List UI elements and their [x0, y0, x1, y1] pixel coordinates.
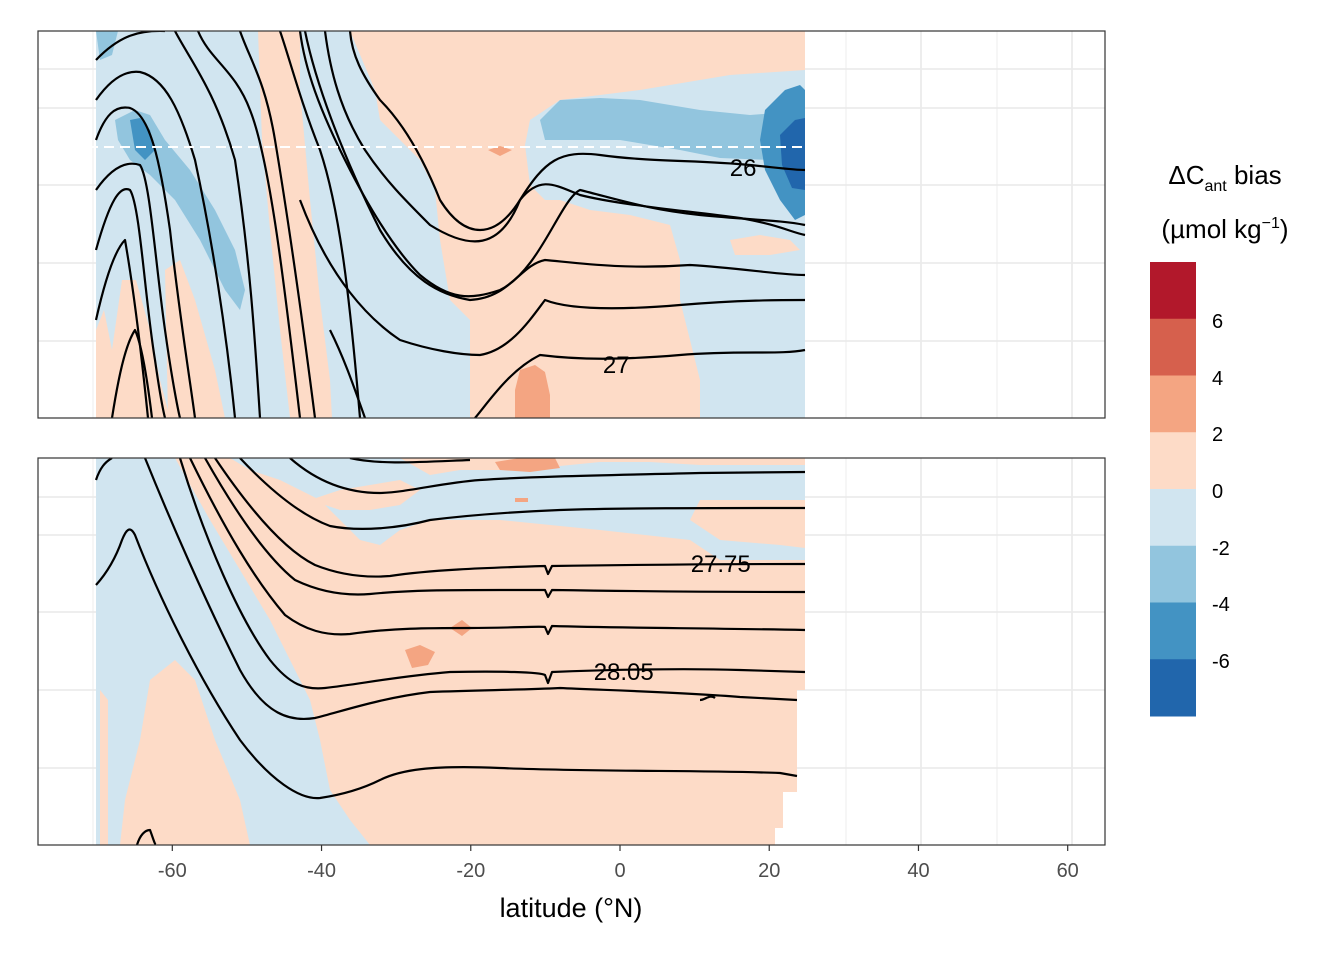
x-tick-label: -60 [158, 860, 187, 882]
legend-label: 2 [1212, 424, 1223, 446]
legend-labels: 6 4 2 0 -2 -4 -6 [1212, 311, 1230, 673]
legend-swatch [1150, 602, 1196, 660]
legend-swatch [1150, 262, 1196, 320]
legend-label: -4 [1212, 594, 1230, 616]
legend-label: 0 [1212, 481, 1223, 503]
legend-label: 4 [1212, 368, 1223, 390]
panel-border-upper [37, 30, 1106, 419]
filled-contours-lower [96, 458, 805, 845]
legend-swatch [1150, 375, 1196, 433]
contour-label-27-75: 27.75 [691, 551, 751, 578]
x-tick: 20 [758, 845, 780, 882]
x-tick: 0 [614, 845, 626, 882]
legend-label: 6 [1212, 311, 1223, 333]
legend-label: -2 [1212, 538, 1230, 560]
panel-upper: 26 27 [37, 30, 1106, 419]
x-axis: -60 -40 -20 0 20 40 60 [158, 845, 1079, 882]
panel-border-lower [37, 457, 1106, 846]
x-tick: -60 [158, 845, 187, 882]
contour-label-28-05: 28.05 [594, 659, 654, 686]
legend-swatch [1150, 545, 1196, 603]
x-tick-label: 20 [758, 860, 780, 882]
legend: ΔCant bias (µmol kg−1) 6 4 2 0 -2 -4 -6 [1150, 160, 1289, 717]
x-tick-label: 40 [907, 860, 929, 882]
contour-label-26: 26 [730, 155, 757, 182]
legend-colorbar [1150, 262, 1196, 717]
x-tick: 40 [907, 845, 930, 882]
x-tick-label: -20 [456, 860, 485, 882]
x-axis-title: latitude (°N) [500, 893, 643, 923]
contour-label-27: 27 [603, 352, 630, 379]
panel-lower: 27.75 28.05 [37, 457, 1106, 846]
legend-title: ΔCant bias [1168, 160, 1281, 195]
x-tick-label: -40 [307, 860, 336, 882]
legend-swatch [1150, 318, 1196, 376]
x-tick: 60 [1057, 845, 1079, 882]
filled-contours-upper [96, 31, 805, 418]
x-tick: -40 [307, 845, 336, 882]
legend-swatch [1150, 659, 1196, 717]
x-tick: -20 [456, 845, 485, 882]
legend-label: -6 [1212, 651, 1230, 673]
x-tick-label: 60 [1057, 860, 1079, 882]
x-tick-label: 0 [614, 860, 625, 882]
density-contours-lower [94, 458, 806, 845]
legend-units: (µmol kg−1) [1161, 214, 1288, 244]
legend-swatch [1150, 432, 1196, 490]
legend-swatch [1150, 489, 1196, 547]
